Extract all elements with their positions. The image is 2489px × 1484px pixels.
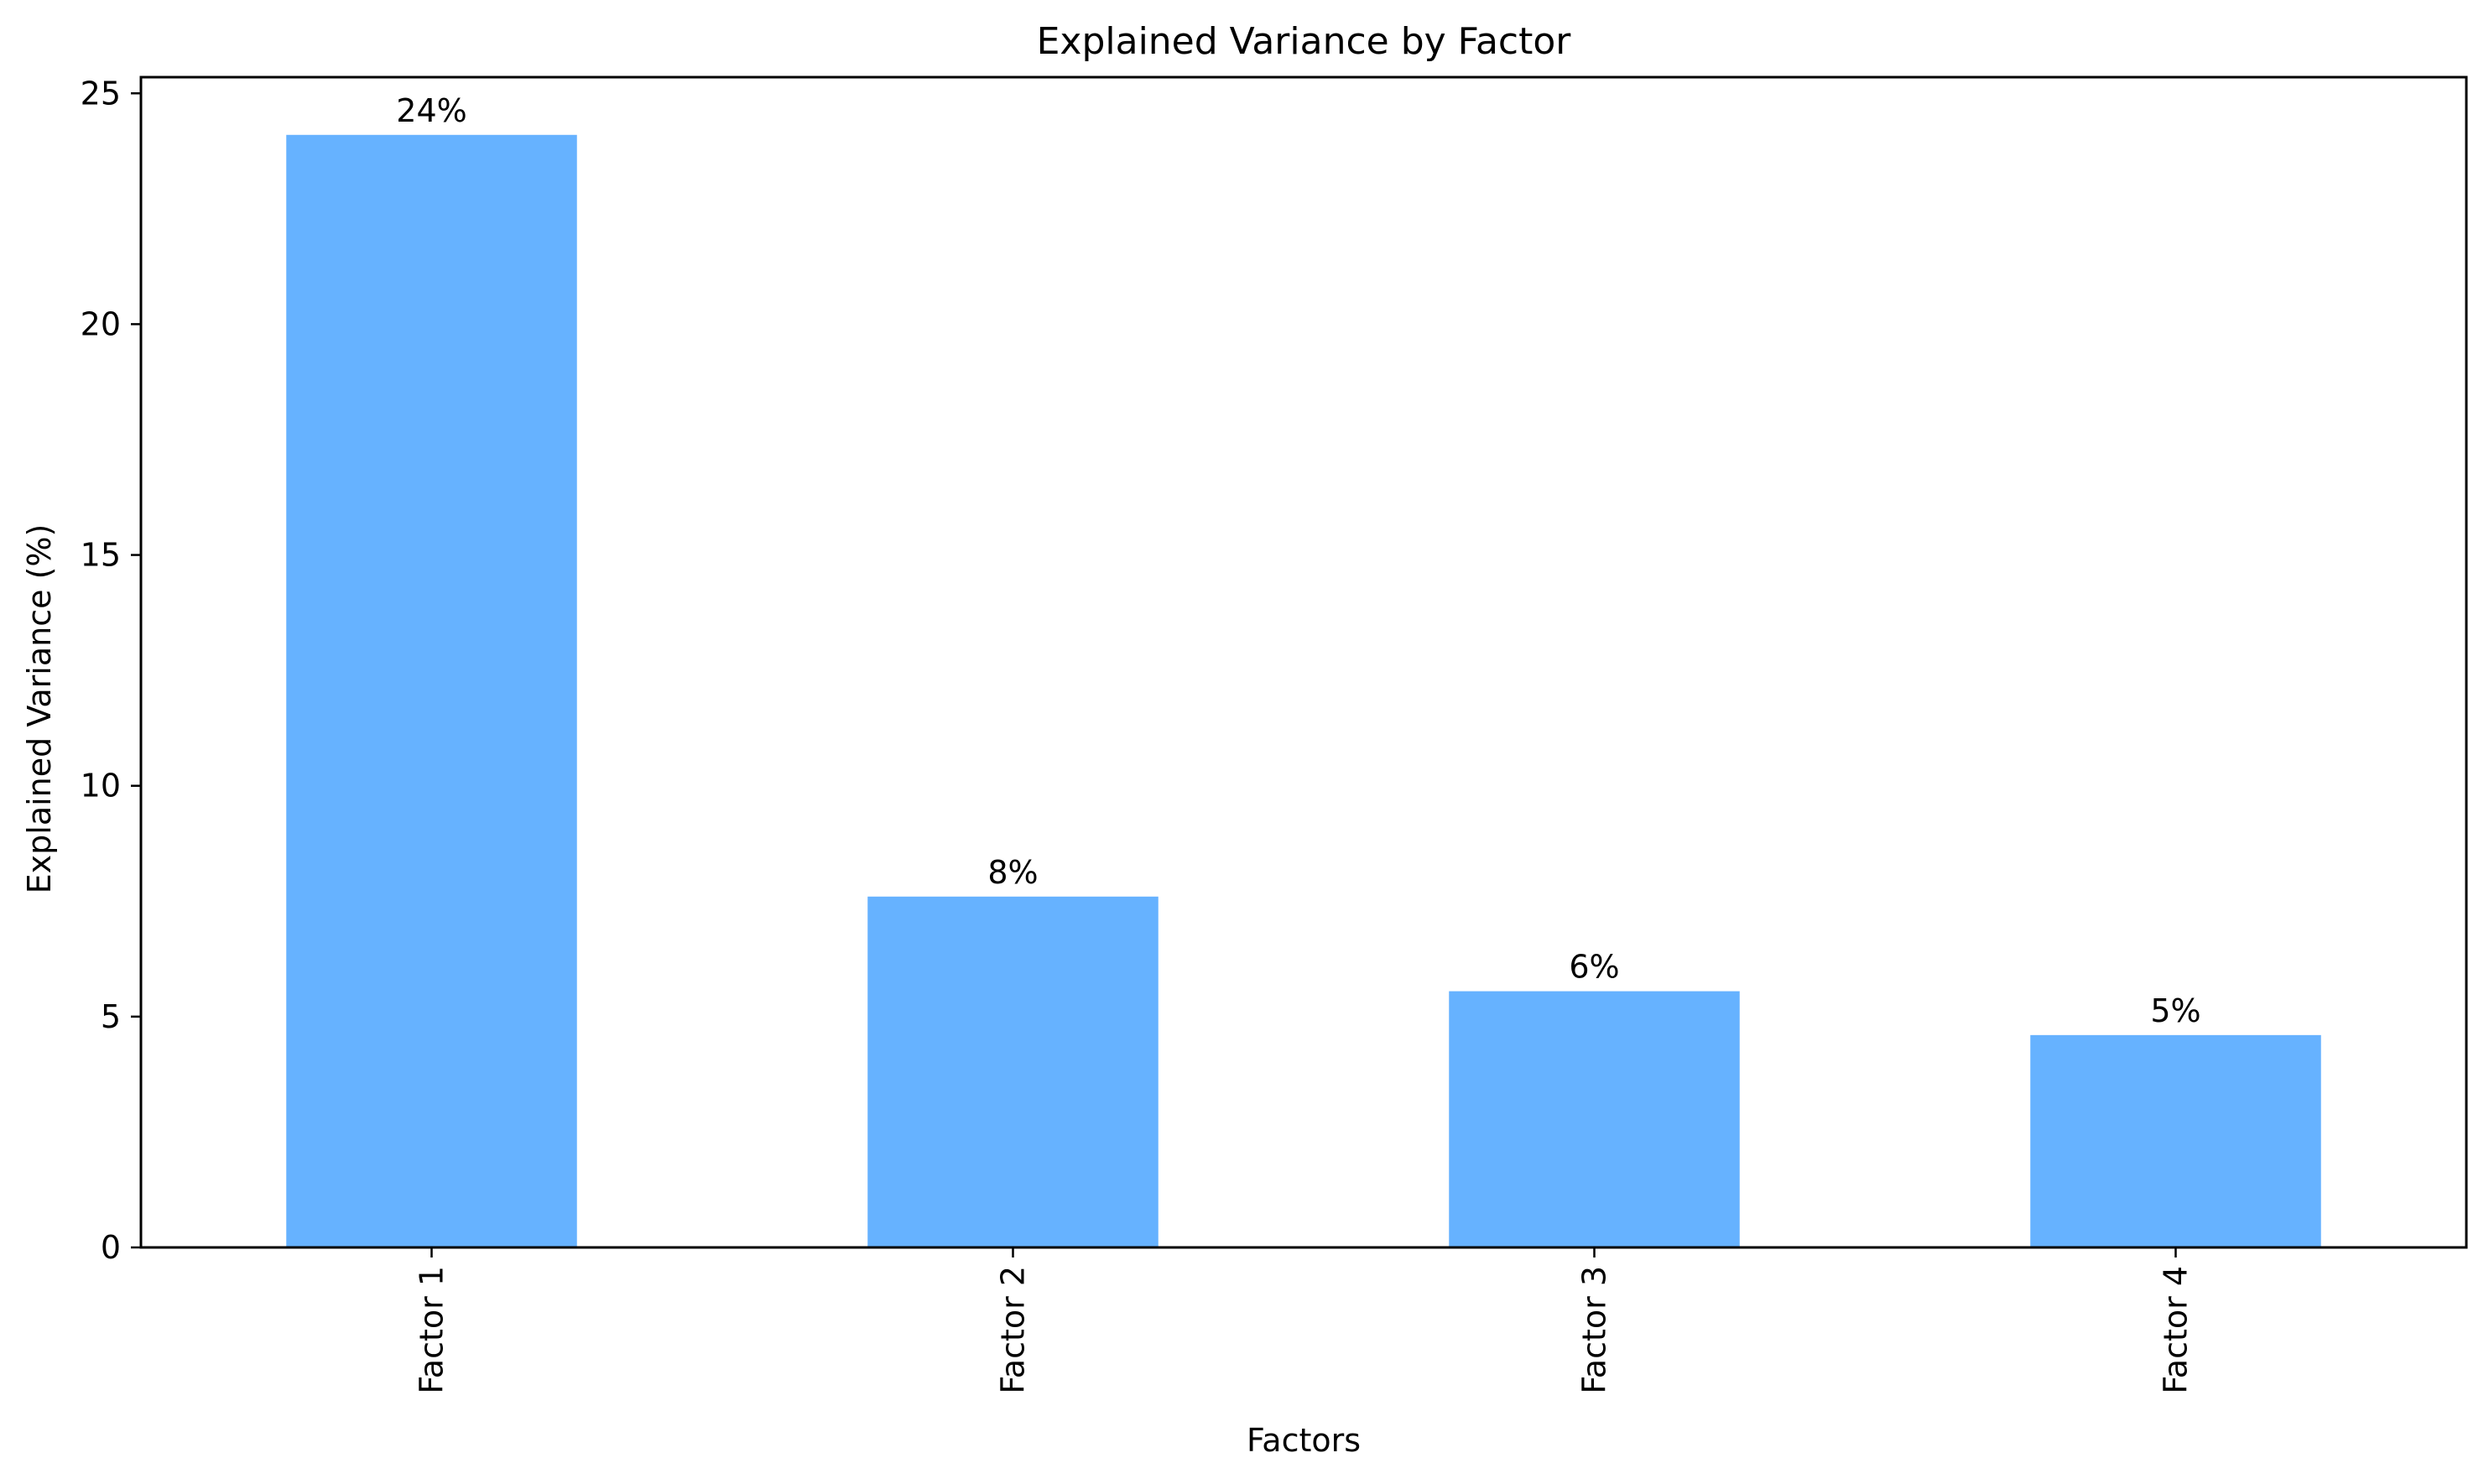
data-label-4: 5%	[2150, 992, 2200, 1029]
bar-4	[2030, 1034, 2321, 1247]
data-label-1: 24%	[396, 92, 466, 129]
data-label-2: 8%	[987, 854, 1038, 891]
y-tick-label-25: 25	[81, 75, 121, 112]
y-tick-label-20: 20	[81, 305, 121, 342]
y-tick-label-5: 5	[101, 998, 121, 1035]
x-tick-label-2: Factor 2	[995, 1266, 1032, 1394]
y-tick-label-10: 10	[81, 768, 121, 804]
data-label-3: 6%	[1569, 949, 1619, 986]
x-tick-label-3: Factor 3	[1576, 1266, 1613, 1394]
plot-frame	[139, 76, 2468, 1249]
bar-1	[286, 134, 577, 1247]
y-tick-label-0: 0	[101, 1229, 121, 1266]
x-axis-label: Factors	[1247, 1422, 1361, 1459]
bar-2	[867, 896, 1159, 1247]
x-tick-label-4: Factor 4	[2158, 1266, 2195, 1394]
plot-area: 24% Factor 1 8% Factor 2 6% Factor 3 5% Factor …	[81, 75, 2468, 1394]
y-tick-label-15: 15	[81, 537, 121, 574]
y-axis-label: Explained Variance (%)	[21, 524, 58, 894]
bar-3	[1449, 991, 1740, 1247]
x-tick-label-1: Factor 1	[414, 1266, 450, 1394]
chart-title: Explained Variance by Factor	[1037, 20, 1572, 63]
